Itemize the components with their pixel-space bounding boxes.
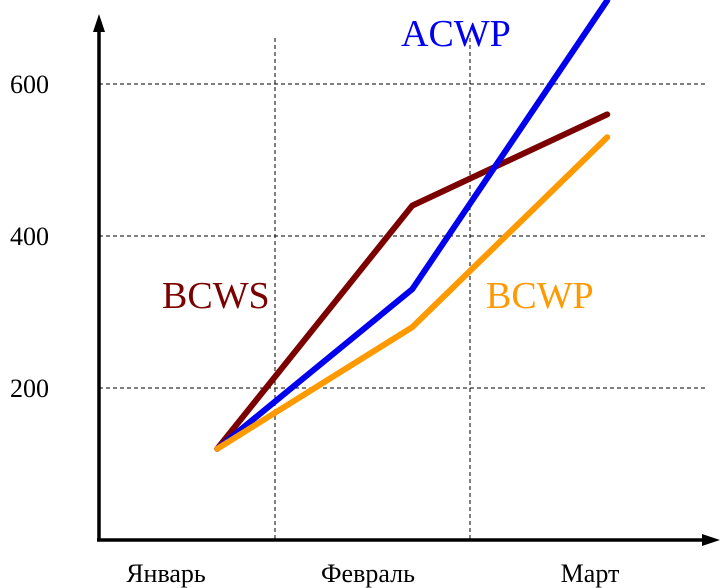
series-labels: BCWS ACWP BCWP bbox=[162, 13, 594, 317]
x-tick-label: Февраль bbox=[321, 559, 415, 588]
series-line-acwp bbox=[214, 0, 611, 452]
series-label-bcws: BCWS bbox=[162, 275, 270, 317]
series-layer bbox=[214, 0, 611, 452]
series-label-acwp: ACWP bbox=[401, 13, 511, 55]
series-label-bcwp: BCWP bbox=[486, 275, 594, 317]
x-tick-label: Январь bbox=[126, 559, 206, 588]
grid-lines bbox=[99, 38, 706, 540]
x-tick-label: Март bbox=[561, 559, 620, 588]
x-tick-labels: Январь Февраль Март bbox=[126, 559, 619, 588]
x-axis-arrow bbox=[702, 534, 720, 546]
y-tick-label: 400 bbox=[10, 222, 49, 251]
y-tick-labels: 200 400 600 bbox=[10, 70, 49, 403]
y-tick-label: 600 bbox=[10, 70, 49, 99]
series-line-bcws bbox=[214, 111, 611, 452]
axes bbox=[93, 14, 720, 546]
series-line-bcwp bbox=[214, 134, 611, 452]
y-axis-arrow bbox=[93, 14, 105, 32]
y-tick-label: 200 bbox=[10, 374, 49, 403]
